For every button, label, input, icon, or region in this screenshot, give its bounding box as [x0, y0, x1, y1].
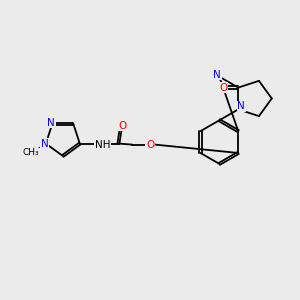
Text: N: N — [47, 118, 55, 128]
Text: O: O — [146, 140, 154, 150]
Text: N: N — [214, 70, 221, 80]
Text: O: O — [118, 121, 127, 131]
Text: N: N — [41, 139, 49, 148]
Text: N: N — [237, 101, 245, 111]
Text: CH₃: CH₃ — [23, 148, 39, 157]
Text: NH: NH — [95, 140, 110, 150]
Text: O: O — [219, 82, 227, 93]
